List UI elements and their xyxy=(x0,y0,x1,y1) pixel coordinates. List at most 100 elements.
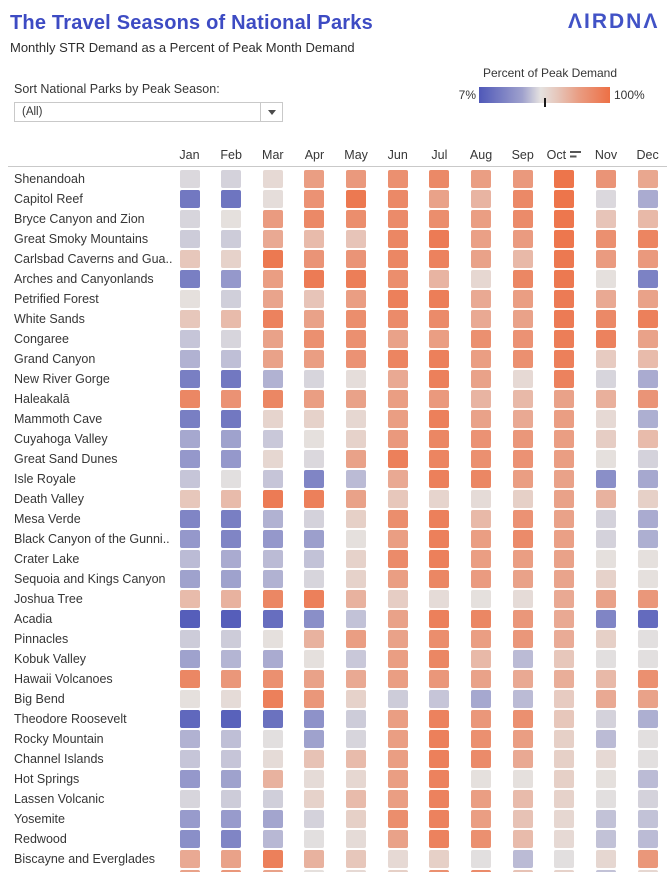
heatmap-cell[interactable] xyxy=(262,450,283,468)
heatmap-cell[interactable] xyxy=(304,270,325,288)
heatmap-cell[interactable] xyxy=(554,390,575,408)
heatmap-cell[interactable] xyxy=(512,230,533,248)
heatmap-cell[interactable] xyxy=(512,350,533,368)
heatmap-cell[interactable] xyxy=(387,710,408,728)
heatmap-cell[interactable] xyxy=(221,490,242,508)
heatmap-cell[interactable] xyxy=(387,770,408,788)
heatmap-cell[interactable] xyxy=(596,190,616,208)
heatmap-cell[interactable] xyxy=(304,550,325,568)
heatmap-cell[interactable] xyxy=(637,530,658,548)
heatmap-cell[interactable] xyxy=(387,830,408,848)
heatmap-cell[interactable] xyxy=(554,210,575,228)
heatmap-cell[interactable] xyxy=(304,610,325,628)
heatmap-cell[interactable] xyxy=(262,530,283,548)
heatmap-cell[interactable] xyxy=(221,670,242,688)
heatmap-cell[interactable] xyxy=(471,850,492,868)
heatmap-cell[interactable] xyxy=(387,390,408,408)
heatmap-cell[interactable] xyxy=(512,190,533,208)
heatmap-cell[interactable] xyxy=(387,270,408,288)
heatmap-cell[interactable] xyxy=(554,230,575,248)
heatmap-cell[interactable] xyxy=(387,230,408,248)
heatmap-cell[interactable] xyxy=(512,390,533,408)
heatmap-cell[interactable] xyxy=(512,710,533,728)
heatmap-cell[interactable] xyxy=(179,730,200,748)
heatmap-cell[interactable] xyxy=(512,370,533,388)
heatmap-cell[interactable] xyxy=(429,190,450,208)
heatmap-cell[interactable] xyxy=(429,550,450,568)
heatmap-cell[interactable] xyxy=(512,330,533,348)
month-header-nov[interactable]: Nov xyxy=(578,147,634,163)
heatmap-cell[interactable] xyxy=(637,250,658,268)
heatmap-cell[interactable] xyxy=(179,590,200,608)
heatmap-cell[interactable] xyxy=(637,850,658,868)
sort-dropdown[interactable]: (All) xyxy=(14,102,283,122)
heatmap-cell[interactable] xyxy=(387,290,408,308)
heatmap-cell[interactable] xyxy=(346,410,367,428)
heatmap-cell[interactable] xyxy=(429,830,450,848)
heatmap-cell[interactable] xyxy=(471,230,492,248)
heatmap-cell[interactable] xyxy=(387,730,408,748)
heatmap-cell[interactable] xyxy=(221,730,242,748)
month-header-apr[interactable]: Apr xyxy=(286,147,342,163)
heatmap-cell[interactable] xyxy=(346,330,367,348)
month-header-sep[interactable]: Sep xyxy=(495,147,551,163)
heatmap-cell[interactable] xyxy=(346,750,367,768)
heatmap-cell[interactable] xyxy=(304,210,325,228)
heatmap-cell[interactable] xyxy=(429,730,450,748)
heatmap-cell[interactable] xyxy=(596,490,616,508)
heatmap-cell[interactable] xyxy=(596,850,616,868)
heatmap-cell[interactable] xyxy=(637,750,658,768)
heatmap-cell[interactable] xyxy=(596,630,616,648)
heatmap-cell[interactable] xyxy=(387,810,408,828)
heatmap-cell[interactable] xyxy=(512,670,533,688)
heatmap-cell[interactable] xyxy=(471,310,492,328)
heatmap-cell[interactable] xyxy=(179,650,200,668)
heatmap-cell[interactable] xyxy=(346,210,367,228)
heatmap-cell[interactable] xyxy=(221,770,242,788)
heatmap-cell[interactable] xyxy=(429,390,450,408)
heatmap-cell[interactable] xyxy=(471,410,492,428)
heatmap-cell[interactable] xyxy=(387,670,408,688)
heatmap-cell[interactable] xyxy=(429,290,450,308)
heatmap-cell[interactable] xyxy=(471,330,492,348)
heatmap-cell[interactable] xyxy=(471,630,492,648)
heatmap-cell[interactable] xyxy=(221,410,242,428)
heatmap-cell[interactable] xyxy=(387,350,408,368)
heatmap-cell[interactable] xyxy=(179,610,200,628)
heatmap-cell[interactable] xyxy=(304,250,325,268)
heatmap-cell[interactable] xyxy=(179,410,200,428)
heatmap-cell[interactable] xyxy=(262,610,283,628)
heatmap-cell[interactable] xyxy=(262,670,283,688)
heatmap-cell[interactable] xyxy=(471,710,492,728)
heatmap-cell[interactable] xyxy=(304,530,325,548)
heatmap-cell[interactable] xyxy=(471,650,492,668)
heatmap-cell[interactable] xyxy=(596,450,616,468)
heatmap-cell[interactable] xyxy=(429,590,450,608)
heatmap-cell[interactable] xyxy=(262,390,283,408)
heatmap-cell[interactable] xyxy=(221,230,242,248)
heatmap-cell[interactable] xyxy=(179,310,200,328)
heatmap-cell[interactable] xyxy=(596,610,616,628)
heatmap-cell[interactable] xyxy=(304,330,325,348)
heatmap-cell[interactable] xyxy=(429,310,450,328)
heatmap-cell[interactable] xyxy=(304,450,325,468)
heatmap-cell[interactable] xyxy=(554,330,575,348)
heatmap-cell[interactable] xyxy=(512,690,533,708)
heatmap-cell[interactable] xyxy=(346,710,367,728)
heatmap-cell[interactable] xyxy=(429,470,450,488)
heatmap-cell[interactable] xyxy=(554,530,575,548)
heatmap-cell[interactable] xyxy=(637,490,658,508)
heatmap-cell[interactable] xyxy=(346,510,367,528)
heatmap-cell[interactable] xyxy=(637,790,658,808)
heatmap-cell[interactable] xyxy=(512,250,533,268)
heatmap-cell[interactable] xyxy=(596,830,616,848)
heatmap-cell[interactable] xyxy=(429,770,450,788)
heatmap-cell[interactable] xyxy=(471,430,492,448)
heatmap-cell[interactable] xyxy=(512,490,533,508)
heatmap-cell[interactable] xyxy=(262,350,283,368)
heatmap-cell[interactable] xyxy=(429,330,450,348)
heatmap-cell[interactable] xyxy=(471,370,492,388)
heatmap-cell[interactable] xyxy=(304,490,325,508)
heatmap-cell[interactable] xyxy=(637,570,658,588)
heatmap-cell[interactable] xyxy=(221,370,242,388)
